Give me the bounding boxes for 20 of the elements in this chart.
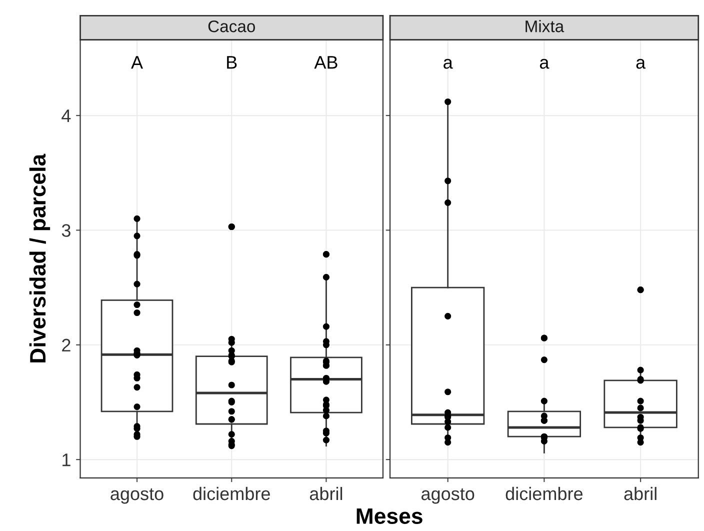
x-tick-label: agosto: [110, 488, 164, 504]
chart-title: Cacao: [208, 20, 256, 32]
x-tick-label: diciembre: [193, 486, 270, 500]
x-axis-title: Meses: [356, 508, 422, 524]
x-tick-label: agosto: [421, 488, 474, 504]
x-tick-label: diciembre: [506, 486, 583, 500]
y-tick-label: 2: [62, 338, 70, 352]
annotation: A: [131, 56, 143, 69]
annotation: AB: [314, 56, 338, 69]
y-tick-label: 1: [62, 454, 70, 466]
y-tick-label: 4: [62, 110, 71, 122]
y-tick-label: 3: [62, 224, 70, 237]
annotation: a: [636, 58, 646, 69]
annotation: a: [540, 58, 550, 69]
annotation: B: [227, 56, 237, 69]
x-tick-label: abril: [624, 486, 656, 500]
annotation: a: [444, 58, 453, 69]
y-axis-title: Diversidad / parcela: [29, 154, 50, 362]
x-tick-label: abril: [310, 486, 342, 500]
chart-title: Mixta: [526, 20, 564, 32]
